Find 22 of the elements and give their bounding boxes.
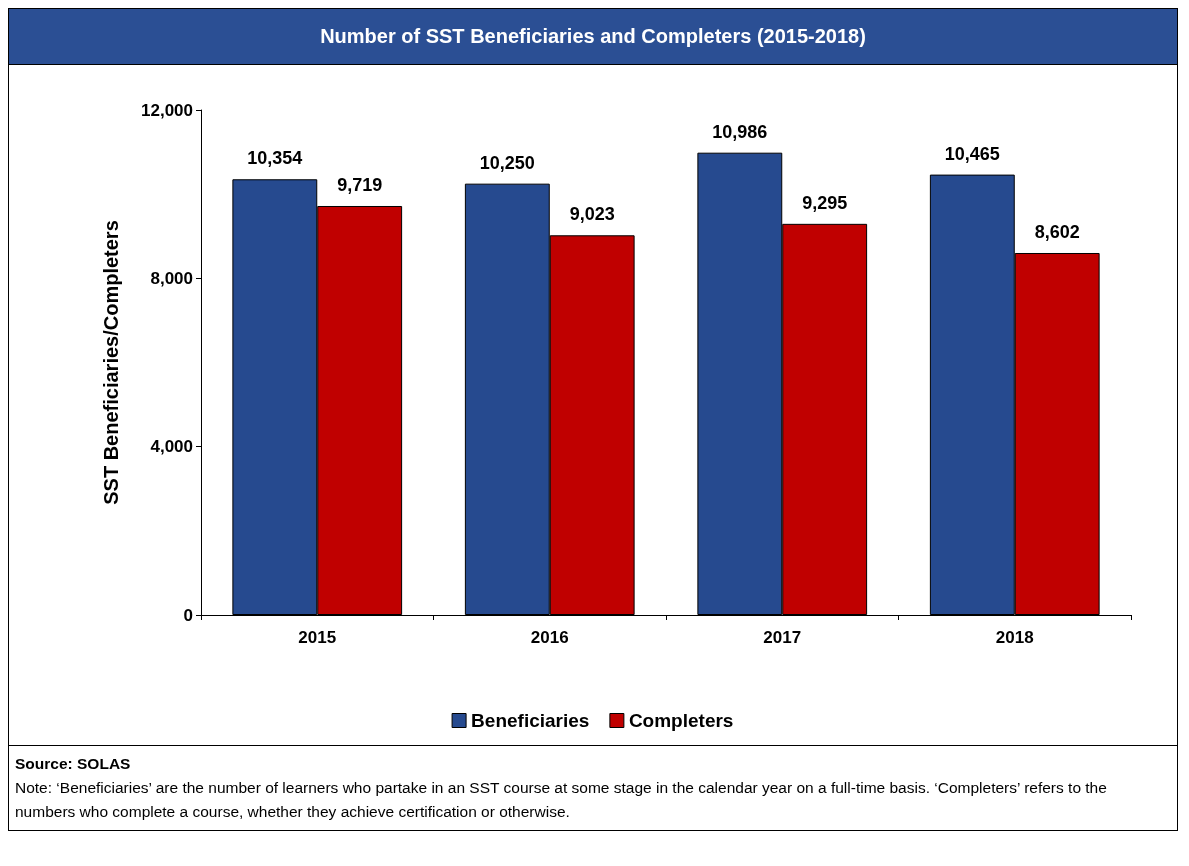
data-label: 9,295: [802, 192, 848, 213]
data-label: 8,602: [1034, 222, 1080, 242]
x-tick-label: 2018: [995, 628, 1034, 647]
data-label: 9,719: [337, 174, 383, 195]
legend-label: Beneficiaries: [471, 710, 590, 731]
legend-label: Completers: [628, 710, 734, 731]
source-note: Source: SOLAS: [15, 754, 132, 774]
y-tick-label: 8,000: [150, 268, 193, 288]
data-label: 10,354: [247, 148, 303, 169]
chart-title: Number of SST Beneficiaries and Completers (2015-2018): [9, 9, 1177, 65]
x-tick-label: 2015: [298, 628, 337, 647]
y-tick-label: 4,000: [150, 437, 193, 457]
text: Note: ‘Beneficiaries’ are the number of learners who partake in an SST course at some stage in the calendar year on a full-time basis. ‘Completers’ refers to the numbers who complete a course, whether they achieve certification or otherwise.: [15, 778, 1108, 822]
data-label: 10,986: [712, 121, 768, 142]
y-tick-label: 12,000: [141, 100, 193, 120]
data-label: 10,465: [944, 143, 1000, 164]
y-tick-label: 0: [183, 605, 193, 625]
y-axis-title: SST Beneficiaries/Completers: [100, 220, 122, 505]
data-label: 10,250: [479, 152, 535, 173]
data-label: 9,023: [569, 204, 615, 225]
x-tick-label: 2017: [763, 628, 802, 647]
x-tick-label: 2016: [530, 628, 569, 647]
